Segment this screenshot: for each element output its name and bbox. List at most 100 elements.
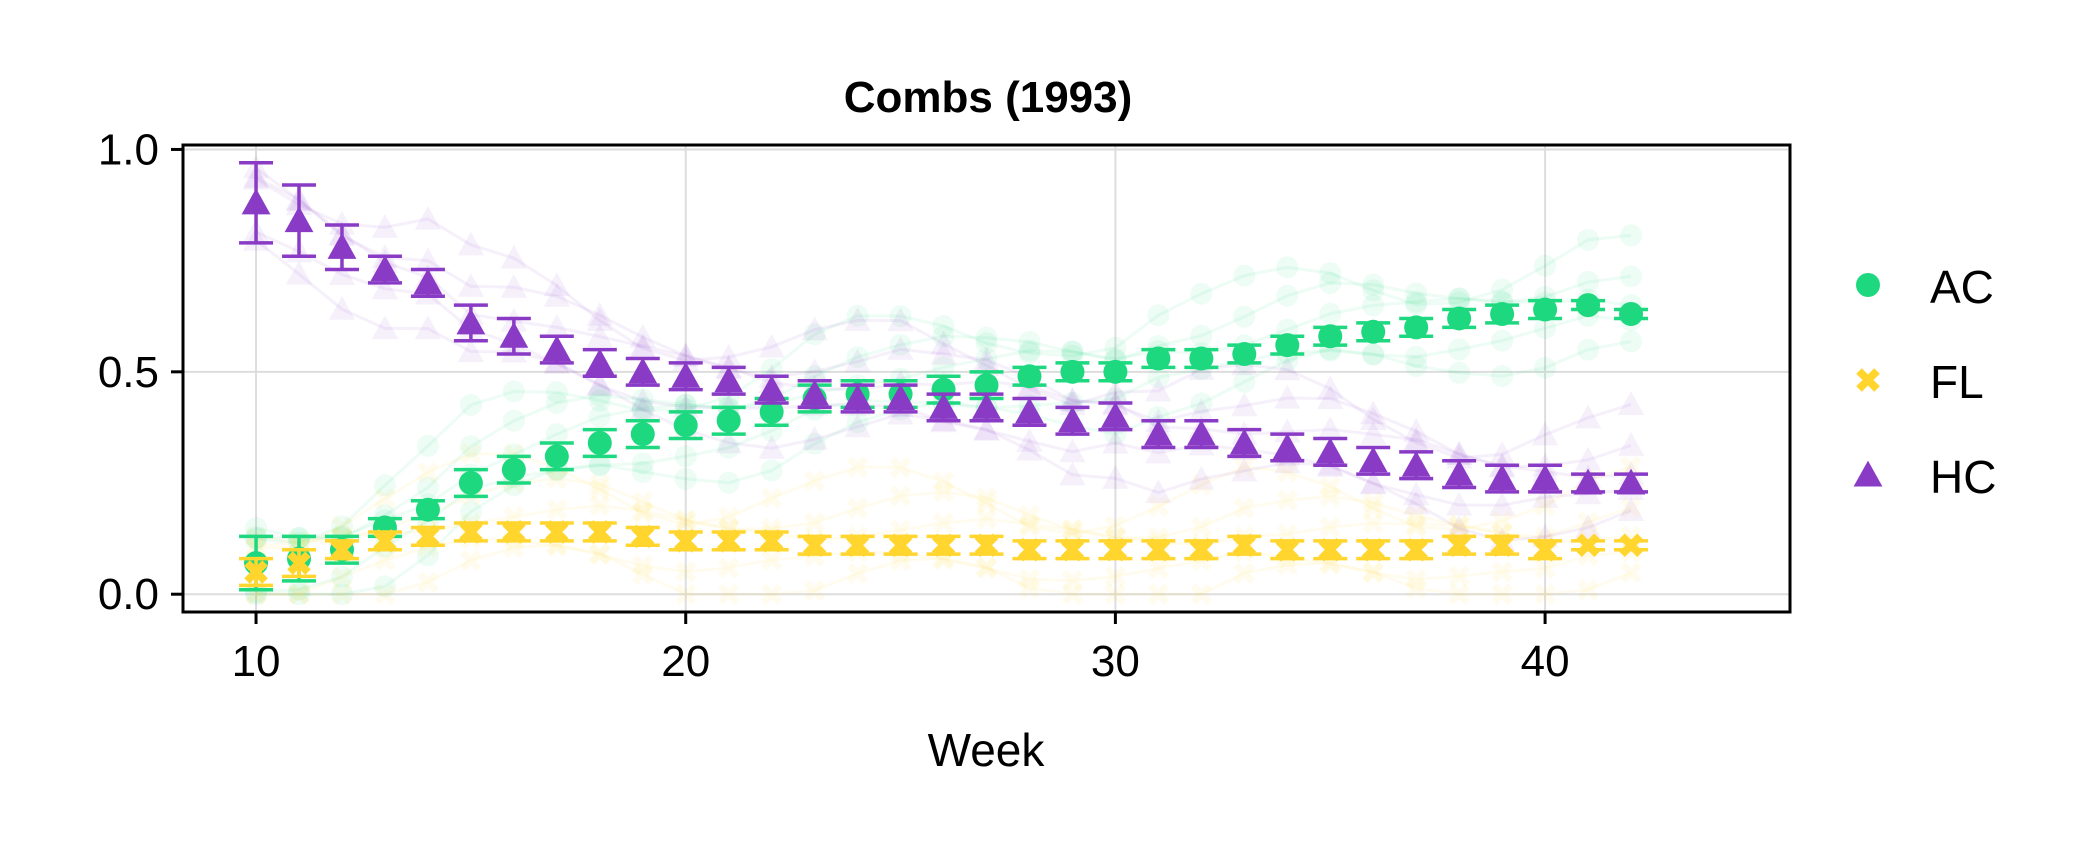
data-point — [1017, 537, 1042, 562]
background-point — [1405, 354, 1428, 377]
background-point — [546, 467, 568, 490]
background-point — [1574, 446, 1602, 471]
background-point — [1448, 287, 1471, 310]
data-point — [588, 520, 612, 544]
background-point — [1405, 516, 1427, 538]
background-trace — [256, 543, 1632, 596]
background-point — [631, 490, 654, 513]
background-point — [629, 335, 656, 359]
background-point — [1534, 317, 1557, 340]
background-point — [1059, 387, 1086, 412]
background-point — [846, 562, 869, 585]
y-axis: 0.0 0.5 1.0 — [98, 125, 183, 619]
background-point — [1147, 557, 1170, 580]
background-point — [1274, 418, 1301, 443]
background-point — [1061, 569, 1084, 592]
background-point — [1577, 511, 1599, 533]
data-point — [1361, 319, 1386, 344]
background-point — [715, 343, 742, 368]
background-point — [889, 485, 912, 507]
background-point — [543, 314, 571, 338]
background-point — [1402, 418, 1430, 442]
plot-frame — [181, 143, 1792, 614]
data-point — [630, 422, 655, 447]
background-point — [373, 474, 396, 497]
background-point — [1233, 562, 1256, 584]
background-point — [588, 454, 611, 477]
y-tick-label: 0.0 — [98, 570, 159, 619]
background-point — [760, 583, 783, 605]
background-point — [1188, 465, 1215, 490]
data-point — [1404, 315, 1429, 340]
background-point — [803, 432, 826, 455]
background-point — [1362, 561, 1384, 584]
data-point — [1533, 297, 1558, 322]
background-point — [1445, 515, 1473, 540]
background-point — [975, 332, 998, 355]
data-point — [1318, 537, 1342, 562]
background-point — [930, 330, 957, 355]
background-point — [1190, 282, 1213, 305]
background-point — [674, 467, 697, 490]
data-point — [929, 393, 958, 419]
background-point — [1362, 294, 1385, 317]
background-point — [1319, 302, 1342, 325]
background-point — [1445, 440, 1473, 465]
background-point — [416, 434, 439, 457]
background-point — [672, 342, 699, 367]
background-point — [1233, 264, 1256, 287]
background-point — [546, 498, 568, 521]
data-point — [972, 393, 1001, 419]
background-point — [672, 342, 699, 367]
background-point — [1102, 465, 1129, 489]
background-point — [1574, 404, 1602, 429]
background-point — [457, 338, 485, 363]
background-point — [760, 549, 783, 571]
series-HC — [239, 161, 1649, 495]
background-point — [416, 544, 439, 567]
background-point — [589, 543, 611, 566]
background-point — [1491, 583, 1513, 605]
data-point — [757, 375, 787, 402]
background-point — [1317, 375, 1344, 400]
background-point — [1362, 343, 1385, 366]
background-point — [1360, 400, 1387, 425]
background-point — [1061, 518, 1084, 541]
data-point — [545, 520, 569, 544]
background-point — [1488, 441, 1516, 465]
data-point — [1101, 401, 1130, 428]
background-point — [1104, 583, 1127, 605]
background-point — [417, 571, 439, 593]
data-point — [502, 520, 526, 544]
background-trace — [256, 536, 1632, 596]
data-point — [415, 497, 440, 522]
background-point — [1147, 366, 1170, 389]
background-point — [589, 494, 611, 517]
data-point — [1447, 306, 1472, 331]
background-point — [1360, 470, 1387, 495]
data-point — [327, 232, 357, 259]
background-point — [760, 459, 783, 482]
background-point — [586, 372, 613, 397]
background-point — [1016, 428, 1043, 452]
background-point — [1405, 513, 1427, 536]
data-point — [1576, 533, 1600, 558]
background-point — [1620, 330, 1643, 353]
background-point — [717, 436, 740, 459]
data-point — [284, 206, 314, 233]
data-point — [244, 560, 268, 584]
background-point — [887, 307, 914, 332]
background-point — [932, 356, 955, 379]
background-point — [1620, 224, 1643, 247]
background-point — [414, 205, 442, 230]
background-point — [589, 473, 611, 496]
data-point — [1103, 537, 1128, 562]
background-point — [1231, 457, 1258, 482]
background-point — [1405, 577, 1427, 600]
data-point — [1619, 533, 1643, 558]
background-point — [1319, 485, 1342, 508]
background-point — [631, 460, 654, 483]
background-point — [1362, 273, 1385, 296]
background-point — [1059, 461, 1086, 486]
